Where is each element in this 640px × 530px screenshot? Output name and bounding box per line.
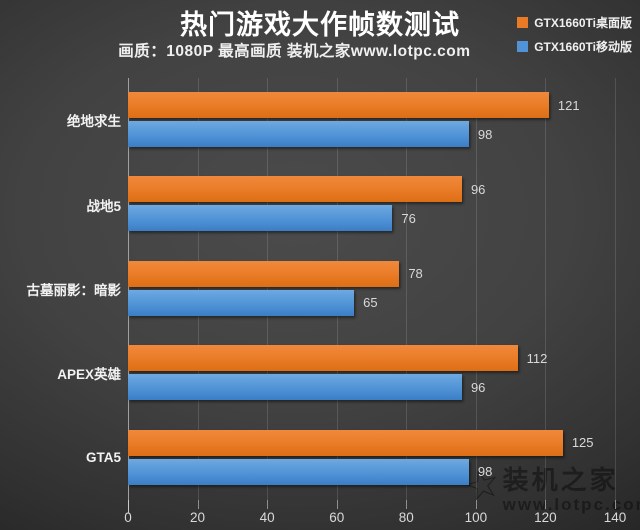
- axis-tick-label: 20: [190, 510, 206, 525]
- bar-desktop: [128, 429, 563, 456]
- bar-value-label: 98: [477, 126, 493, 142]
- bar-value-label: 112: [526, 350, 548, 366]
- axis-tick-label: 0: [124, 510, 132, 525]
- axis-tick: [128, 500, 129, 513]
- bar-group: 78 65: [128, 247, 615, 331]
- axis-tick-label: 120: [534, 510, 557, 525]
- bar-value-label: 96: [470, 181, 486, 197]
- bar-row: 78: [128, 260, 615, 287]
- bar-mobile: [128, 458, 469, 485]
- bar-group: 125 98: [128, 416, 615, 500]
- bar-value-label: 65: [363, 295, 378, 311]
- bar-value-label: 98: [477, 464, 493, 480]
- watermark-text: 装机之家 www.lotpc.com: [503, 466, 640, 515]
- bar-value-label: 78: [408, 266, 423, 282]
- y-axis-line: [128, 78, 129, 500]
- category-label: APEX英雄: [57, 367, 121, 383]
- bar-mobile: [128, 374, 462, 401]
- gridline: [545, 78, 547, 500]
- gridline: [336, 78, 338, 500]
- legend-item-mobile: GTX1660Ti移动版: [517, 38, 632, 55]
- bar-desktop: [128, 260, 400, 287]
- category-axis: 绝地求生战地5 古墓丽影：暗影 APEX英雄 GTA5: [0, 78, 122, 500]
- bar-mobile: [128, 289, 355, 316]
- axis-tick: [475, 500, 477, 509]
- watermark-url: www.lotpc.com: [502, 494, 640, 514]
- legend-label-desktop: GTX1660Ti桌面版: [534, 16, 632, 30]
- axis-tick-label: 100: [464, 510, 488, 525]
- bar-row: 96: [128, 176, 615, 203]
- bar-row: 121: [128, 92, 615, 118]
- axis-tick-label: 80: [398, 510, 414, 525]
- bar-value-label: 125: [571, 435, 594, 451]
- bar-row: 96: [128, 374, 615, 401]
- bar-desktop: [128, 345, 518, 372]
- legend-item-desktop: GTX1660Ti桌面版: [517, 14, 632, 31]
- bar-value-label: 121: [557, 97, 580, 113]
- axis-tick: [615, 500, 616, 509]
- bar-row: 65: [128, 289, 615, 316]
- value-axis: 0 20 40 60 80 100 120 140: [124, 500, 626, 530]
- bar-row: 112: [128, 345, 615, 372]
- bar-group: 96 76: [128, 162, 615, 246]
- chart-title: 热门游戏大作帧数测试: [180, 10, 460, 40]
- watermark-brand: 装机之家: [502, 465, 619, 495]
- bar-desktop: [128, 176, 462, 203]
- bar-desktop: [128, 92, 549, 118]
- bar-value-label: 76: [401, 210, 416, 226]
- gridline: [615, 78, 616, 500]
- axis-tick: [197, 500, 199, 509]
- axis-tick: [336, 500, 338, 509]
- chart-subtitle: 画质：1080P 最高画质 装机之家www.lotpc.com: [118, 43, 471, 60]
- plot-area: 121 98 96 76 78 65 112 96 125 98: [128, 78, 616, 500]
- category-label: GTA5: [85, 450, 121, 466]
- gridline: [267, 78, 269, 500]
- bar-value-label: 96: [470, 379, 486, 395]
- bar-row: 98: [128, 121, 615, 147]
- gridline: [475, 78, 477, 500]
- axis-tick-label: 60: [329, 510, 345, 525]
- axis-tick-label: 140: [603, 510, 627, 525]
- category-label: 战地5: [86, 198, 121, 214]
- axis-tick-label: 40: [259, 510, 275, 525]
- bar-row: 98: [128, 458, 615, 485]
- gridline: [406, 78, 408, 500]
- axis-tick: [406, 500, 408, 509]
- category-label: 绝地求生: [67, 114, 121, 130]
- gridline: [197, 78, 199, 500]
- legend: GTX1660Ti桌面版 GTX1660Ti移动版: [517, 14, 632, 62]
- bar-row: 76: [128, 205, 615, 232]
- watermark: ☆ 装机之家 www.lotpc.com: [458, 457, 640, 515]
- legend-swatch-mobile-icon: [517, 41, 529, 52]
- legend-label-mobile: GTX1660Ti移动版: [534, 40, 632, 54]
- bar-group: 112 96: [128, 331, 615, 415]
- axis-tick: [267, 500, 269, 509]
- category-label: 古墓丽影：暗影: [26, 282, 122, 298]
- legend-swatch-desktop-icon: [517, 17, 529, 28]
- bar-group: 121 98: [128, 78, 615, 162]
- axis-tick: [545, 500, 547, 509]
- bar-mobile: [128, 205, 393, 232]
- bar-row: 125: [128, 429, 615, 456]
- bar-mobile: [128, 121, 469, 147]
